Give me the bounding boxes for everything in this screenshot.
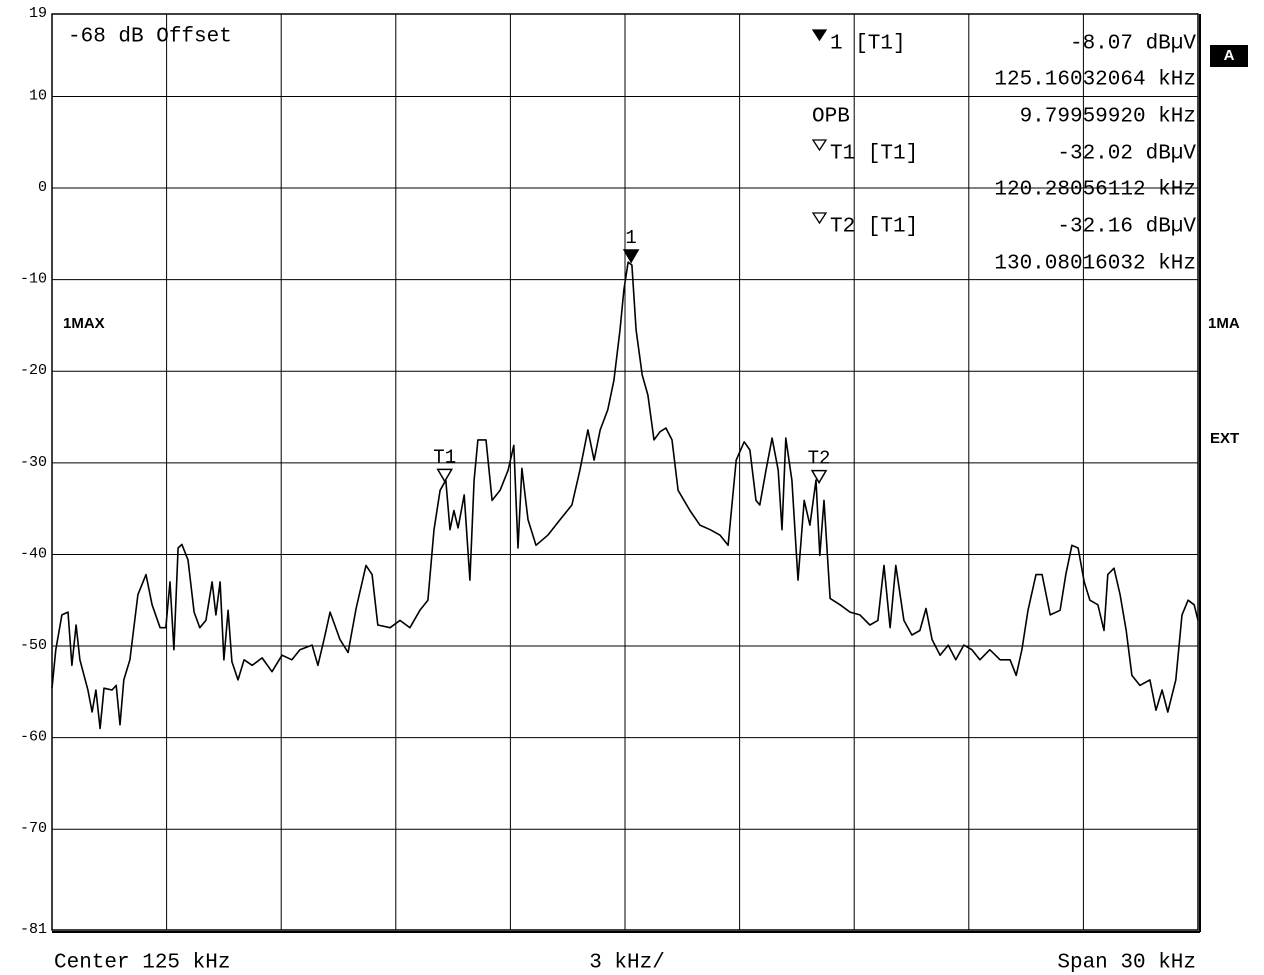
y-tick-label: 0 xyxy=(38,179,47,196)
readout-frequency: 125.16032064 kHz xyxy=(994,69,1196,92)
readout-frequency: 120.28056112 kHz xyxy=(994,179,1196,202)
trace-label: 1MAX xyxy=(63,315,105,332)
y-tick-label: 10 xyxy=(29,87,47,104)
screen-label: A xyxy=(1224,47,1235,64)
readout-level: -32.16 dBµV xyxy=(1057,216,1196,239)
trigger-label: EXT xyxy=(1210,430,1239,447)
readout-frequency: 130.08016032 kHz xyxy=(994,253,1196,276)
marker-triangle xyxy=(436,468,454,483)
readout-name: 1 [T1] xyxy=(830,33,906,56)
footer-span: Span 30 kHz xyxy=(1057,952,1196,975)
readout-triangle xyxy=(811,29,828,42)
plot-frame xyxy=(51,13,1199,931)
y-tick-label: -81 xyxy=(20,921,47,938)
obw-name: OPB xyxy=(812,106,850,129)
marker-triangle xyxy=(810,469,828,485)
y-tick-label: -30 xyxy=(20,454,47,471)
readout-triangle xyxy=(811,212,828,225)
readout-name: T1 [T1] xyxy=(830,143,918,166)
footer-center: Center 125 kHz xyxy=(54,952,230,975)
y-tick-label: -70 xyxy=(20,820,47,837)
marker-label: 1 xyxy=(625,227,636,249)
screen-badge xyxy=(1210,45,1248,67)
footer-division: 3 kHz/ xyxy=(589,952,665,975)
offset-label: -68 dB Offset xyxy=(68,26,232,49)
y-tick-label: -50 xyxy=(20,637,47,654)
obw-value: 9.79959920 kHz xyxy=(1020,106,1196,129)
marker-label: T1 xyxy=(433,446,456,468)
trace-right-label: 1MA xyxy=(1208,315,1240,332)
readout-triangle xyxy=(811,139,828,152)
y-tick-label: 19 xyxy=(29,5,47,22)
y-tick-label: -60 xyxy=(20,729,47,746)
readout-level: -32.02 dBµV xyxy=(1057,143,1196,166)
marker-triangle xyxy=(622,249,640,264)
y-tick-label: -20 xyxy=(20,362,47,379)
marker-label: T2 xyxy=(808,448,831,470)
y-tick-label: -40 xyxy=(20,545,47,562)
y-tick-label: -10 xyxy=(20,271,47,288)
trace xyxy=(51,261,1199,730)
readout-name: T2 [T1] xyxy=(830,216,918,239)
readout-level: -8.07 dBµV xyxy=(1070,33,1196,56)
